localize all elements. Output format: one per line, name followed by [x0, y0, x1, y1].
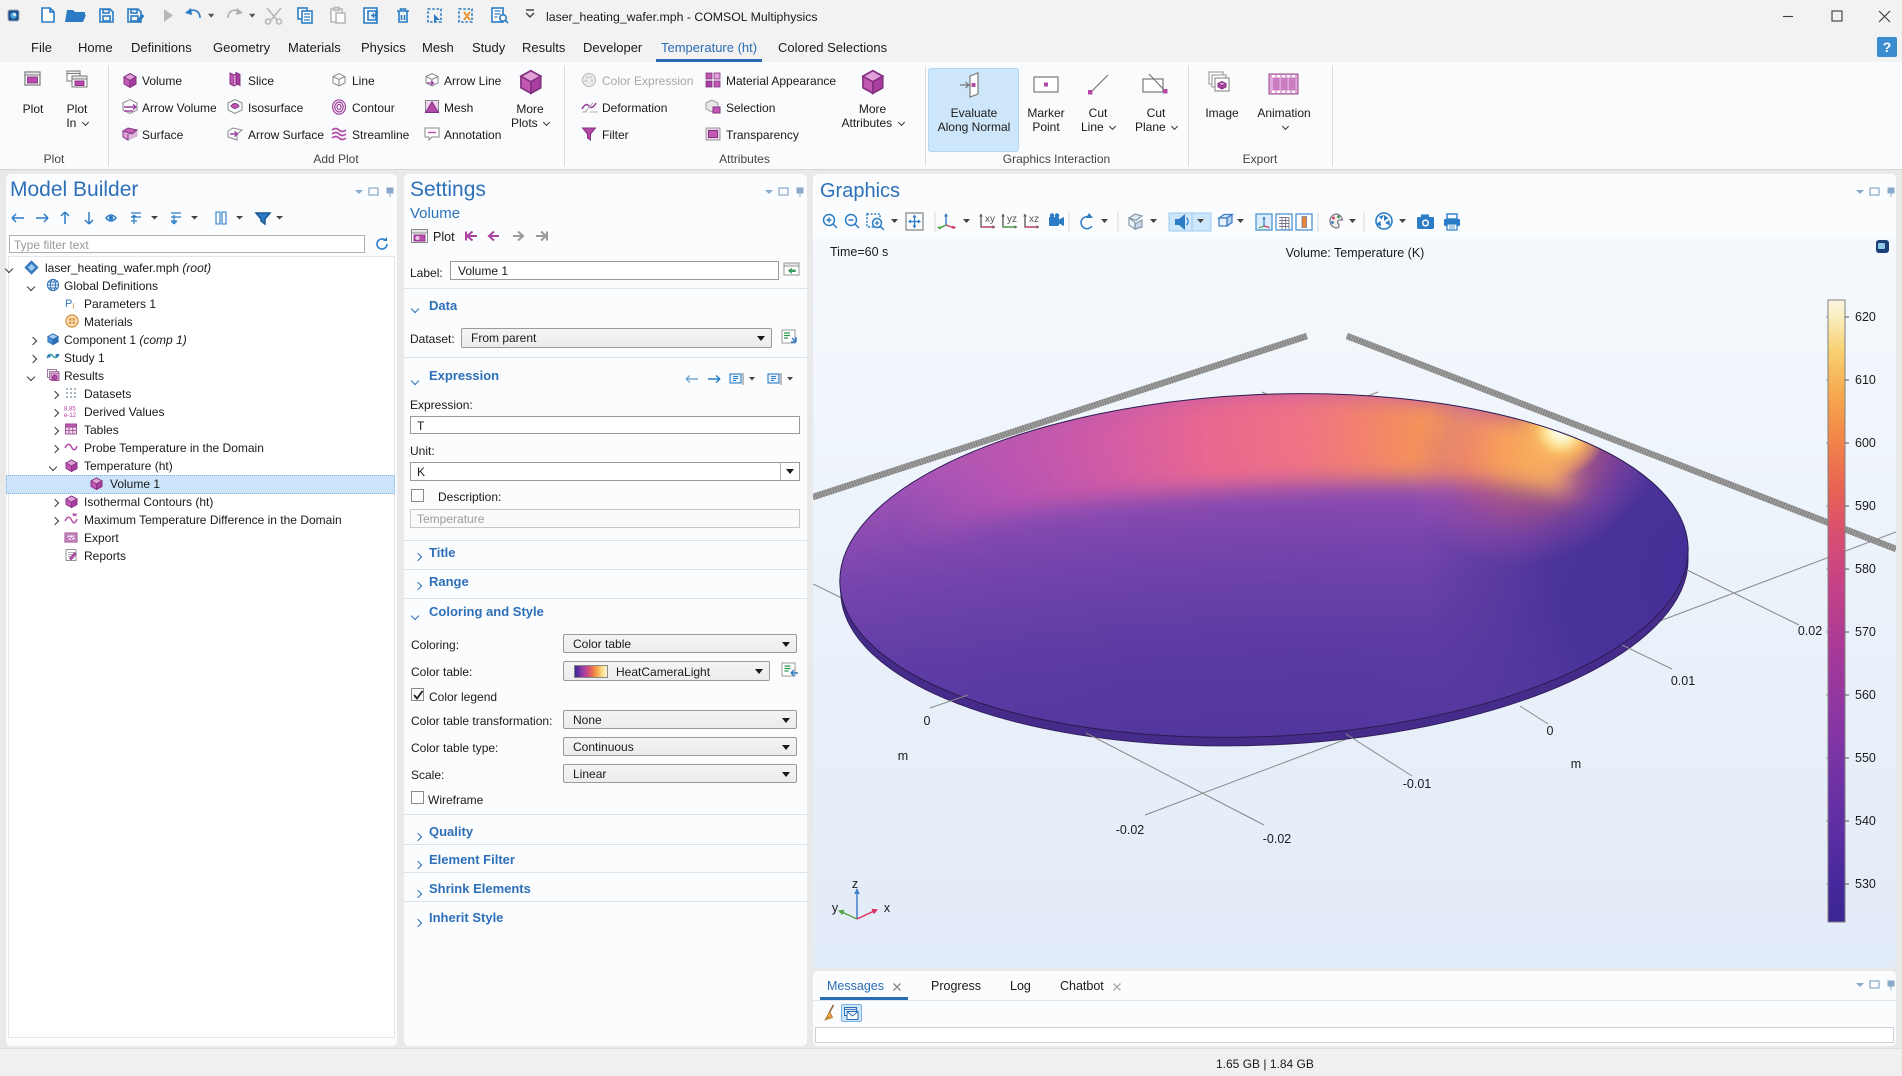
- svg-text:0: 0: [1547, 724, 1554, 738]
- svg-text:620: 620: [1855, 310, 1876, 324]
- svg-text:0.01: 0.01: [1671, 674, 1695, 688]
- svg-text:600: 600: [1855, 436, 1876, 450]
- svg-text:530: 530: [1855, 877, 1876, 891]
- svg-text:i: i: [73, 302, 75, 310]
- svg-text:e-12: e-12: [64, 413, 77, 418]
- svg-text:590: 590: [1855, 499, 1876, 513]
- svg-text:8.85: 8.85: [64, 407, 76, 413]
- svg-text:560: 560: [1855, 688, 1876, 702]
- svg-text:m: m: [1571, 757, 1581, 771]
- svg-text:0.02: 0.02: [1798, 624, 1822, 638]
- svg-text:P: P: [65, 298, 72, 310]
- svg-text:0: 0: [924, 714, 931, 728]
- svg-text:570: 570: [1855, 625, 1876, 639]
- svg-text:xy: xy: [985, 214, 995, 225]
- svg-text:-0.02: -0.02: [1263, 832, 1292, 846]
- svg-text:m: m: [898, 749, 908, 763]
- svg-text:540: 540: [1855, 814, 1876, 828]
- svg-text:-0.01: -0.01: [1403, 777, 1432, 791]
- svg-text:y: y: [832, 901, 839, 915]
- svg-text:yz: yz: [1007, 214, 1017, 225]
- svg-text:550: 550: [1855, 751, 1876, 765]
- svg-text:610: 610: [1855, 373, 1876, 387]
- svg-text:580: 580: [1855, 562, 1876, 576]
- svg-text:z: z: [852, 877, 858, 891]
- svg-text:Plot: Plot: [433, 230, 455, 244]
- svg-text:-0.02: -0.02: [1116, 823, 1145, 837]
- svg-text:x: x: [884, 901, 891, 915]
- svg-text:xz: xz: [1029, 214, 1039, 225]
